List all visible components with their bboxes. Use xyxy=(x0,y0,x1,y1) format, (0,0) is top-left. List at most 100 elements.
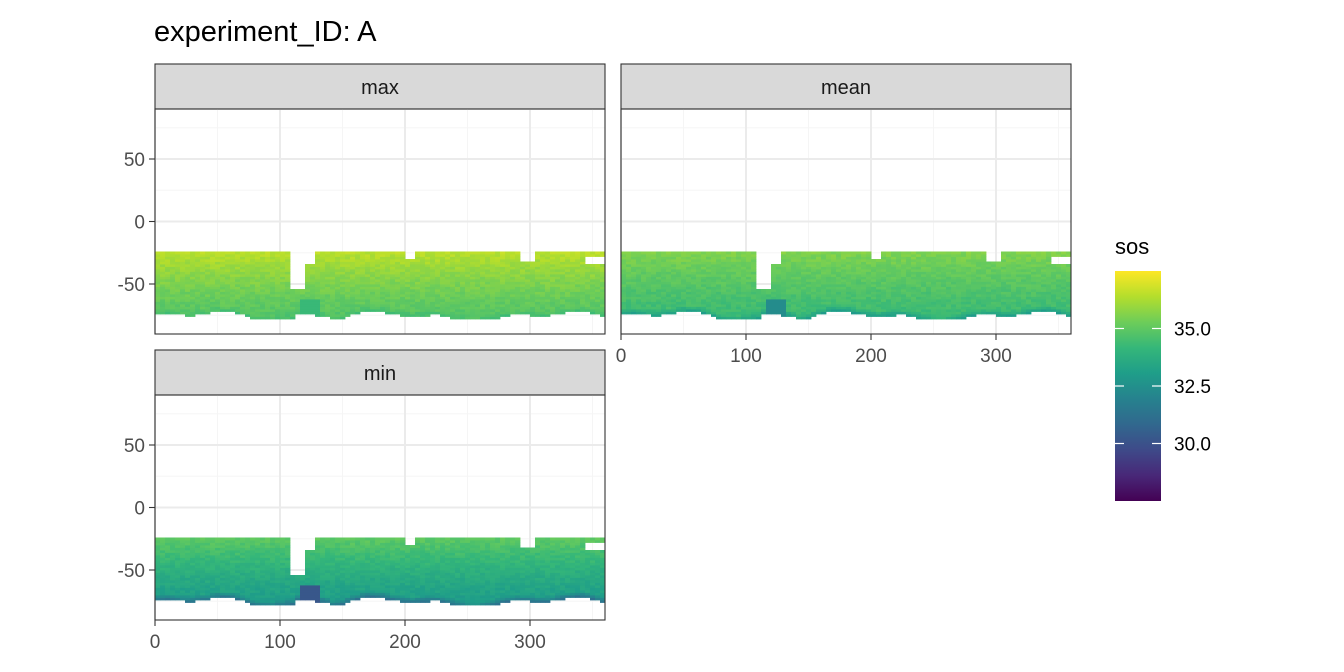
salinity-cell xyxy=(370,304,376,307)
salinity-cell xyxy=(951,264,957,267)
salinity-cell xyxy=(165,291,171,295)
salinity-cell xyxy=(806,259,812,262)
salinity-cell xyxy=(345,314,351,317)
salinity-cell xyxy=(555,259,561,262)
salinity-cell xyxy=(165,542,171,546)
salinity-cell xyxy=(1026,306,1032,310)
salinity-cell xyxy=(530,309,536,312)
salinity-cell xyxy=(160,254,166,257)
salinity-cell xyxy=(1066,266,1072,270)
salinity-cell xyxy=(976,274,982,277)
salinity-cell xyxy=(565,276,571,280)
salinity-cell xyxy=(681,309,687,312)
salinity-cell xyxy=(646,301,652,305)
salinity-cell xyxy=(180,582,186,586)
salinity-cell xyxy=(325,266,331,270)
salinity-cell xyxy=(165,276,171,280)
salinity-cell xyxy=(340,264,346,267)
salinity-cell xyxy=(906,286,912,290)
salinity-cell xyxy=(796,294,802,297)
salinity-cell xyxy=(435,309,441,312)
salinity-cell xyxy=(721,284,727,287)
salinity-cell xyxy=(320,254,326,257)
salinity-cell xyxy=(240,256,246,260)
salinity-cell xyxy=(1026,304,1032,307)
salinity-cell xyxy=(991,301,997,305)
salinity-cell xyxy=(1016,264,1022,267)
salinity-cell xyxy=(305,294,311,297)
salinity-cell xyxy=(590,264,596,267)
salinity-cell xyxy=(671,284,677,287)
salinity-cell xyxy=(205,552,211,556)
salinity-cell xyxy=(450,256,456,260)
salinity-cell xyxy=(185,552,191,556)
salinity-cell xyxy=(631,286,637,290)
salinity-cell xyxy=(771,269,777,272)
salinity-cell xyxy=(465,266,471,270)
salinity-cell xyxy=(781,309,787,312)
salinity-cell xyxy=(726,316,732,320)
salinity-cell xyxy=(585,281,591,285)
salinity-cell xyxy=(465,256,471,260)
salinity-cell xyxy=(1051,276,1057,280)
salinity-cell xyxy=(325,254,331,257)
salinity-cell xyxy=(1021,271,1027,275)
salinity-cell xyxy=(1046,284,1052,287)
salinity-cell xyxy=(641,296,647,300)
salinity-cell xyxy=(235,542,241,546)
salinity-cell xyxy=(866,259,872,262)
salinity-cell xyxy=(160,557,166,561)
salinity-cell xyxy=(821,254,827,257)
salinity-cell xyxy=(1051,281,1057,285)
salinity-cell xyxy=(731,299,737,302)
salinity-cell xyxy=(781,254,787,257)
salinity-cell xyxy=(400,289,406,292)
salinity-cell xyxy=(245,582,251,586)
salinity-cell xyxy=(460,276,466,280)
salinity-cell xyxy=(831,284,837,287)
salinity-cell xyxy=(165,296,171,300)
salinity-cell xyxy=(245,540,251,543)
salinity-cell xyxy=(515,301,521,305)
salinity-cell xyxy=(741,281,747,285)
salinity-cell xyxy=(455,251,461,255)
salinity-cell xyxy=(656,266,662,270)
salinity-cell xyxy=(355,294,361,297)
salinity-cell xyxy=(240,296,246,300)
salinity-cell xyxy=(240,537,246,541)
salinity-cell xyxy=(1056,281,1062,285)
salinity-cell xyxy=(170,271,176,275)
salinity-cell xyxy=(1046,281,1052,285)
salinity-cell xyxy=(996,311,1002,315)
salinity-cell xyxy=(560,299,566,302)
salinity-cell xyxy=(651,296,657,300)
salinity-cell xyxy=(711,314,717,317)
salinity-cell xyxy=(861,306,867,310)
salinity-cell xyxy=(856,311,862,315)
salinity-cell xyxy=(455,316,461,320)
salinity-cell xyxy=(1046,274,1052,277)
salinity-cell xyxy=(1036,254,1042,257)
salinity-cell xyxy=(255,299,261,302)
salinity-cell xyxy=(195,284,201,287)
salinity-cell xyxy=(570,289,576,292)
salinity-cell xyxy=(335,271,341,275)
salinity-cell xyxy=(345,304,351,307)
salinity-cell xyxy=(1016,271,1022,275)
salinity-cell xyxy=(555,296,561,300)
salinity-cell xyxy=(911,294,917,297)
salinity-cell xyxy=(881,269,887,272)
salinity-cell xyxy=(921,261,927,265)
salinity-cell xyxy=(896,266,902,270)
salinity-cell xyxy=(420,286,426,290)
salinity-cell xyxy=(155,286,161,290)
salinity-cell xyxy=(565,256,571,260)
salinity-cell xyxy=(185,547,191,551)
salinity-cell xyxy=(545,271,551,275)
salinity-cell xyxy=(756,294,762,297)
salinity-cell xyxy=(656,276,662,280)
salinity-cell xyxy=(240,577,246,581)
salinity-cell xyxy=(791,311,797,315)
salinity-cell xyxy=(856,254,862,257)
salinity-cell xyxy=(570,271,576,275)
